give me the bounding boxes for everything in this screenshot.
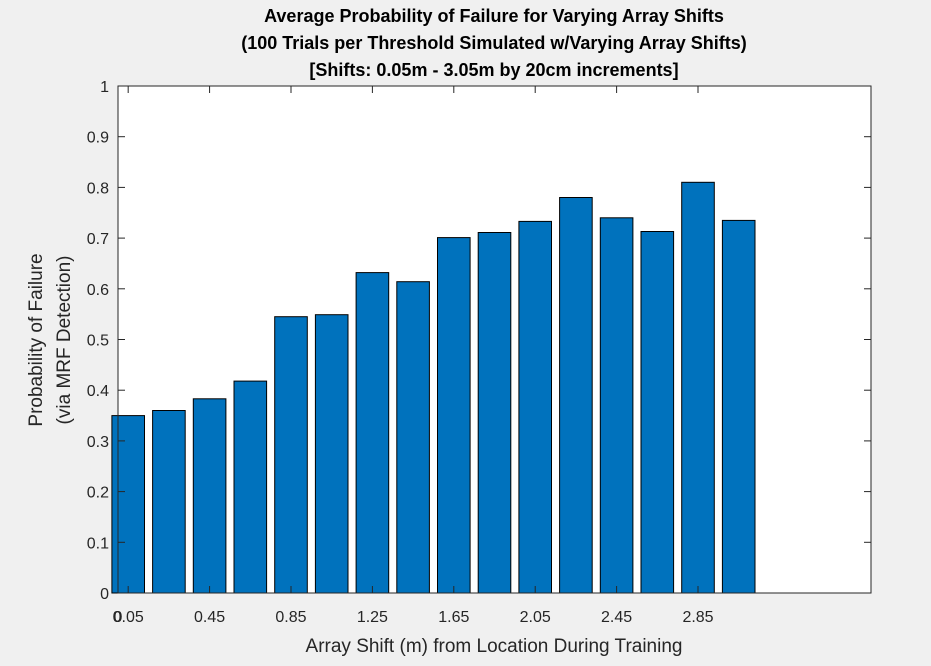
chart-title-line-2: (100 Trials per Threshold Simulated w/Va… [241,33,747,53]
bar [681,181,715,594]
bar [152,410,186,594]
x-tick-label: 2.45 [601,609,632,626]
x-tick-label: 2.85 [682,609,713,626]
y-tick-label: 0.6 [87,282,109,299]
bar [437,237,471,594]
x-tick-label: 0 [114,609,123,626]
x-axis-label: Array Shift (m) from Location During Tra… [306,636,683,657]
bar [518,220,553,594]
bar [477,232,512,594]
bar [559,197,593,594]
bar [355,272,390,594]
axes-group: 0 0.1 0.2 0.3 0.4 0.5 0.6 0.7 0.8 0.9 1 00.05 0.45 0.… [87,79,872,626]
bar [396,281,430,594]
bar [599,217,634,594]
y-tick-label: 0.7 [87,231,109,248]
x-tick-label: 1.65 [438,609,469,626]
bar [233,380,268,594]
x-tick-label: 2.05 [520,609,551,626]
x-tick-label: 1.25 [357,609,388,626]
y-tick-label: 0.3 [87,434,109,451]
bars-group [111,181,756,594]
bar [314,314,349,594]
bar [192,398,227,594]
y-tick-label: 0 [100,586,109,603]
y-tick-label: 0.2 [87,485,109,502]
x-tick-label: 0.85 [275,609,306,626]
y-tick-label: 0.4 [87,383,109,400]
y-tick-label: 1 [100,79,109,96]
y-tick-label: 0.5 [87,333,109,350]
bar [111,415,145,594]
x-tick-label: 0.45 [194,609,225,626]
chart-title-line-1: Average Probability of Failure for Varyi… [264,6,724,26]
y-tick-label: 0.8 [87,180,109,197]
y-axis-label-line-1: Probability of Failure [26,253,47,426]
bar [274,316,308,594]
bar [721,219,756,594]
y-tick-label: 0.9 [87,130,109,147]
chart-title-line-3: [Shifts: 0.05m - 3.05m by 20cm increment… [309,60,678,80]
y-tick-label: 0.1 [87,535,109,552]
x-tick-label: 0.05 [113,609,144,626]
y-axis-label-line-2: (via MRF Detection) [54,256,75,425]
bar [640,231,675,594]
